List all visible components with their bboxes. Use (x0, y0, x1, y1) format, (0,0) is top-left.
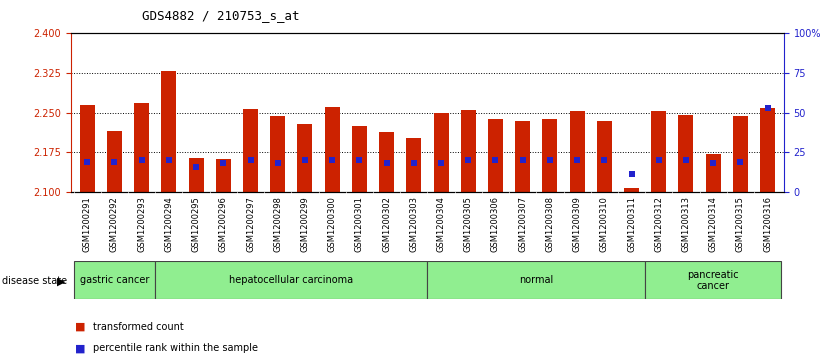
Text: ■: ■ (75, 343, 86, 354)
Bar (155, 261, 427, 299)
Text: disease state: disease state (2, 276, 67, 286)
Text: GSM1200291: GSM1200291 (83, 196, 92, 252)
Bar (646, 261, 781, 299)
Text: hepatocellular carcinoma: hepatocellular carcinoma (229, 276, 354, 285)
Bar (679, 115, 693, 192)
Bar (597, 121, 612, 192)
Text: GSM1200312: GSM1200312 (654, 196, 663, 252)
Bar (134, 103, 149, 192)
Bar (651, 111, 666, 192)
Text: GSM1200293: GSM1200293 (137, 196, 146, 252)
Bar (270, 116, 285, 192)
Bar (733, 116, 748, 192)
Text: GSM1200303: GSM1200303 (409, 196, 419, 252)
Bar (570, 111, 585, 192)
Text: transformed count: transformed count (93, 322, 184, 332)
Text: GSM1200295: GSM1200295 (192, 196, 201, 252)
Text: GSM1200305: GSM1200305 (464, 196, 473, 252)
Bar (352, 126, 367, 192)
Text: GSM1200314: GSM1200314 (709, 196, 718, 252)
Text: GSM1200299: GSM1200299 (300, 196, 309, 252)
Bar (324, 107, 339, 192)
Text: GSM1200294: GSM1200294 (164, 196, 173, 252)
Bar (162, 71, 176, 192)
Text: GSM1200300: GSM1200300 (328, 196, 337, 252)
Bar (298, 124, 313, 192)
Text: GSM1200308: GSM1200308 (545, 196, 555, 252)
Text: GSM1200316: GSM1200316 (763, 196, 772, 252)
Bar (624, 188, 639, 192)
Text: normal: normal (520, 276, 554, 285)
Bar (80, 105, 95, 192)
Bar (107, 131, 122, 192)
Bar (760, 108, 775, 192)
Text: GSM1200310: GSM1200310 (600, 196, 609, 252)
Text: ▶: ▶ (57, 276, 65, 286)
Bar (73, 261, 155, 299)
Text: GSM1200301: GSM1200301 (355, 196, 364, 252)
Text: GSM1200298: GSM1200298 (274, 196, 282, 252)
Text: GSM1200306: GSM1200306 (491, 196, 500, 252)
Bar (406, 138, 421, 192)
Text: GSM1200313: GSM1200313 (681, 196, 691, 252)
Text: GSM1200315: GSM1200315 (736, 196, 745, 252)
Text: ■: ■ (75, 322, 86, 332)
Bar (706, 154, 721, 192)
Bar (515, 121, 530, 192)
Text: GSM1200292: GSM1200292 (110, 196, 119, 252)
Text: gastric cancer: gastric cancer (80, 276, 149, 285)
Bar (542, 119, 557, 192)
Text: GSM1200307: GSM1200307 (518, 196, 527, 252)
Bar (427, 261, 646, 299)
Bar (460, 110, 475, 192)
Text: GSM1200297: GSM1200297 (246, 196, 255, 252)
Bar (216, 159, 231, 192)
Bar (243, 109, 258, 192)
Text: GSM1200296: GSM1200296 (219, 196, 228, 252)
Text: GSM1200309: GSM1200309 (573, 196, 581, 252)
Text: GSM1200304: GSM1200304 (436, 196, 445, 252)
Text: GSM1200311: GSM1200311 (627, 196, 636, 252)
Text: percentile rank within the sample: percentile rank within the sample (93, 343, 259, 354)
Text: GSM1200302: GSM1200302 (382, 196, 391, 252)
Bar (434, 113, 449, 192)
Bar (488, 119, 503, 192)
Text: GDS4882 / 210753_s_at: GDS4882 / 210753_s_at (142, 9, 299, 22)
Bar (188, 158, 203, 192)
Text: pancreatic
cancer: pancreatic cancer (687, 270, 739, 291)
Bar (379, 132, 394, 192)
